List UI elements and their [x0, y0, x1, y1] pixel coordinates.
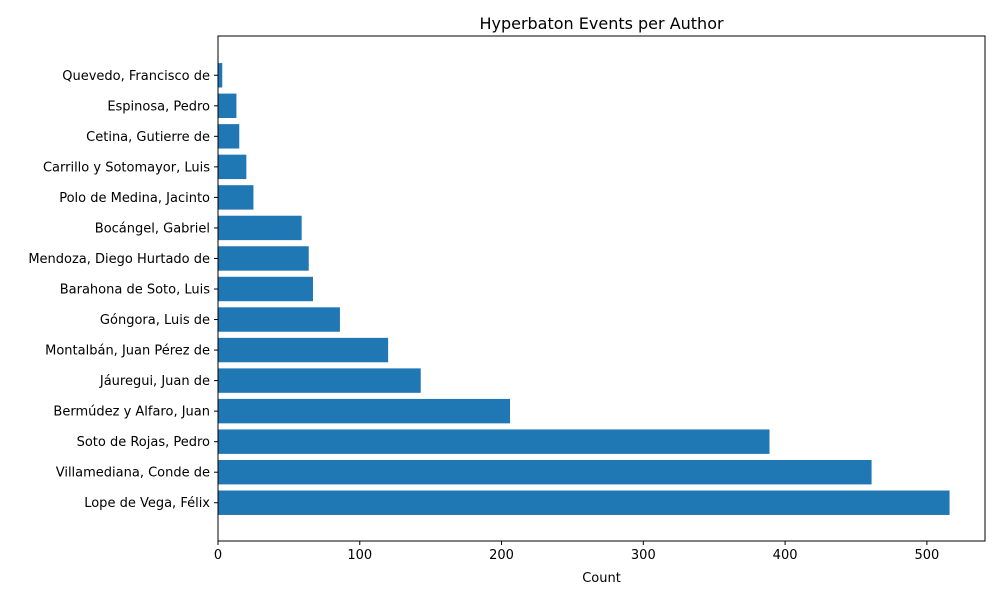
x-axis-label: Count [582, 571, 621, 586]
x-tick-label: 400 [773, 548, 798, 563]
bar-1 [218, 459, 872, 485]
x-tick-label: 200 [489, 548, 514, 563]
bar-7 [218, 276, 313, 302]
y-tick-label: Montalbán, Juan Pérez de [45, 344, 210, 359]
bar-5 [218, 337, 389, 363]
bar-11 [218, 154, 247, 180]
y-tick-label: Quevedo, Francisco de [62, 69, 210, 84]
x-tick-label: 0 [214, 548, 222, 563]
bar-0 [218, 490, 950, 515]
y-tick-label: Góngora, Luis de [100, 313, 210, 328]
bar-9 [218, 215, 302, 241]
y-tick-label: Bermúdez y Alfaro, Juan [53, 405, 210, 420]
axes-frame [217, 35, 986, 542]
bar-13 [218, 93, 237, 119]
bar-2 [218, 429, 770, 454]
y-tick-label: Polo de Medina, Jacinto [59, 191, 210, 206]
chart-title: Hyperbaton Events per Author [479, 14, 724, 33]
x-tick-label: 300 [631, 548, 656, 563]
y-tick-label: Mendoza, Diego Hurtado de [28, 252, 210, 267]
y-tick-label: Lope de Vega, Félix [84, 496, 210, 511]
y-tick-label: Bocángel, Gabriel [95, 221, 210, 236]
y-tick-label: Jáuregui, Juan de [99, 374, 210, 389]
y-tick-label: Barahona de Soto, Luis [60, 283, 210, 298]
x-tick-label: 500 [914, 548, 939, 563]
bar-14 [218, 63, 223, 88]
bar-8 [218, 246, 309, 271]
y-tick-label: Soto de Rojas, Pedro [77, 435, 210, 450]
y-tick-label: Cetina, Gutierre de [86, 130, 210, 145]
bar-6 [218, 307, 340, 332]
bar-3 [218, 398, 511, 424]
x-tick-label: 100 [347, 548, 372, 563]
bar-10 [218, 185, 254, 210]
plot-area: Lope de Vega, Félix Villamediana, Conde d… [28, 63, 950, 563]
bar-4 [218, 368, 421, 393]
bar-12 [218, 124, 240, 149]
y-tick-label: Espinosa, Pedro [107, 99, 210, 114]
y-tick-label: Villamediana, Conde de [56, 466, 210, 481]
y-tick-label: Carrillo y Sotomayor, Luis [43, 160, 210, 175]
